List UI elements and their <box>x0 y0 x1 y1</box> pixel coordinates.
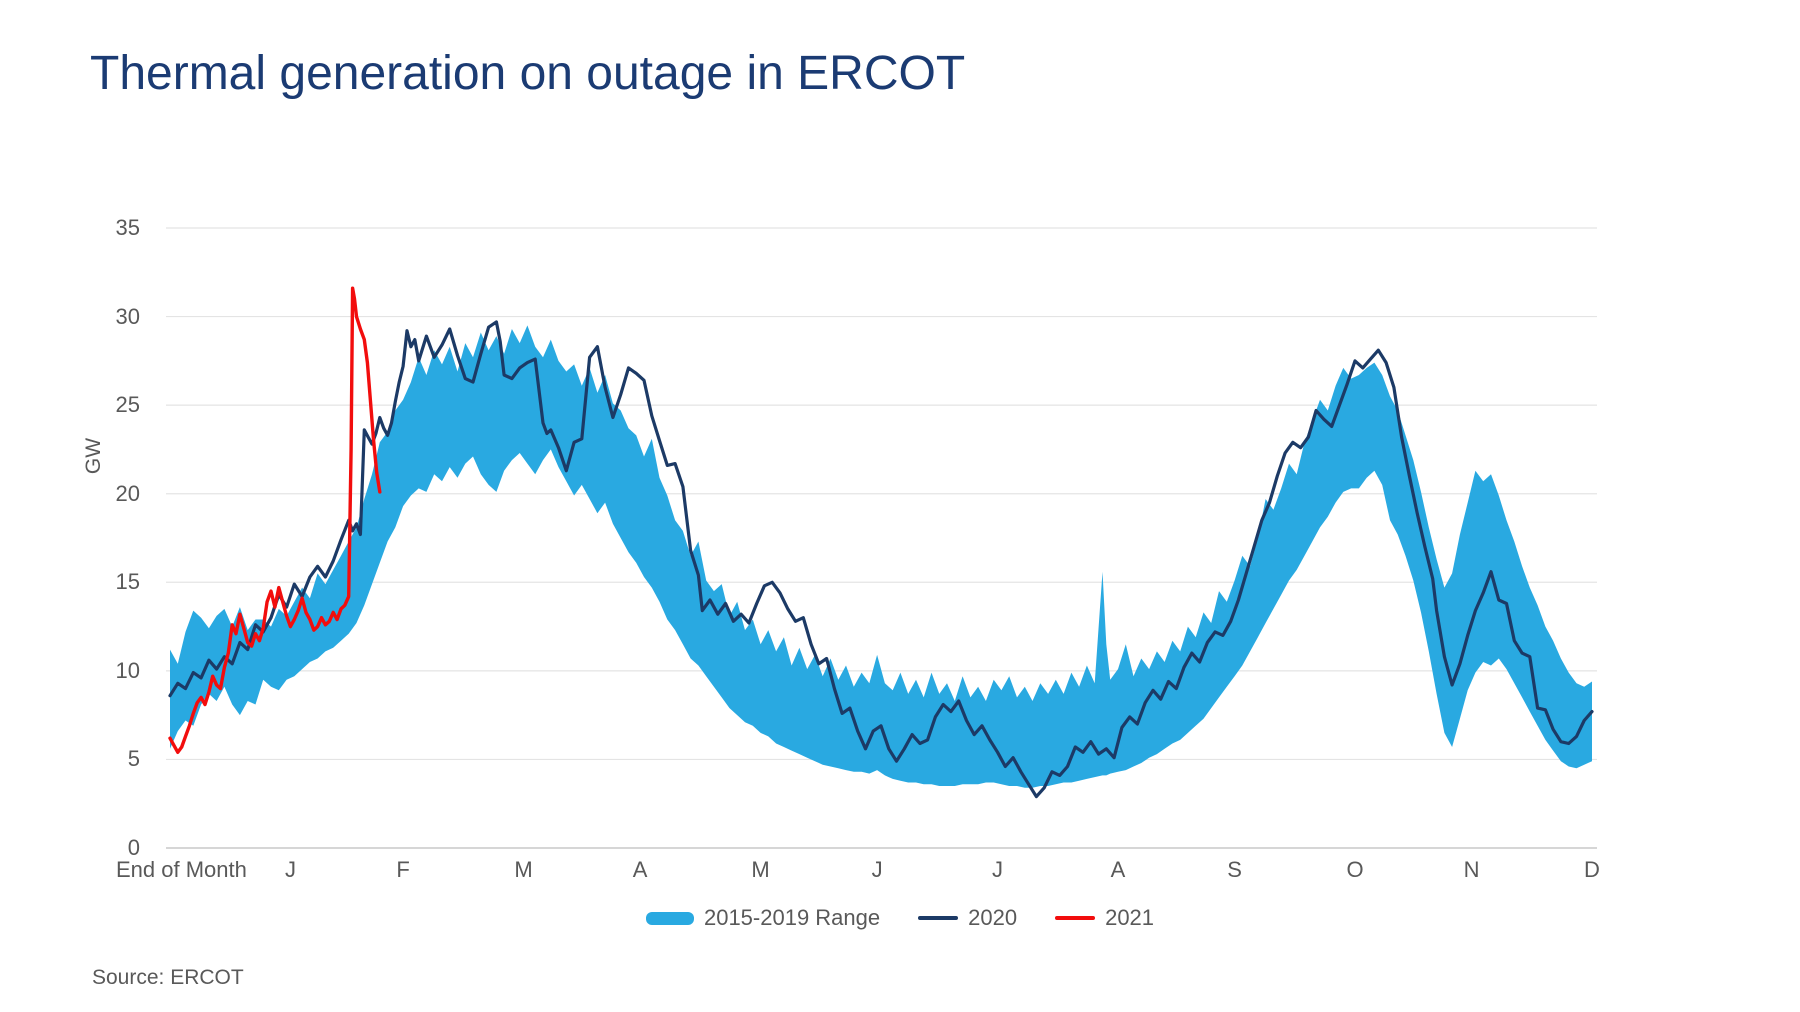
y-axis-tick-label: 0 <box>127 835 140 860</box>
chart-legend: 2015-2019 Range 2020 2021 <box>0 905 1800 931</box>
legend-item-2021: 2021 <box>1055 905 1154 931</box>
y-axis-tick-label: 5 <box>127 746 140 772</box>
y-axis-unit-label: GW <box>82 437 105 475</box>
x-axis-tick-label: M <box>751 857 770 882</box>
line-2020 <box>168 320 1594 799</box>
y-axis-tick-label: 35 <box>115 215 140 240</box>
x-axis-tick-label: A <box>1110 857 1126 882</box>
legend-swatch-2021 <box>1055 916 1096 920</box>
legend-item-2020: 2020 <box>918 905 1017 931</box>
y-axis-tick-label: 15 <box>115 569 140 595</box>
x-axis-tick-label: N <box>1463 857 1480 882</box>
legend-swatch-range <box>645 911 694 925</box>
y-axis-tick-label: 10 <box>115 657 140 683</box>
x-axis-tick-label: J <box>992 857 1004 882</box>
legend-label: 2020 <box>968 905 1018 930</box>
y-axis-tick-label: 25 <box>115 392 140 418</box>
x-axis-tick-label: J <box>284 857 296 882</box>
x-axis-tick-label: D <box>1584 857 1600 882</box>
x-axis-tick-label: S <box>1227 857 1242 882</box>
x-axis-tick-label: J <box>871 857 883 882</box>
line-2021 <box>168 286 382 754</box>
legend-item-2015-2019-range: 2015-2019 Range <box>645 905 881 931</box>
band-2015-2019-range <box>170 325 1592 788</box>
source-note: Source: ERCOT <box>92 966 244 989</box>
x-axis-tick-label: M <box>514 857 533 882</box>
legend-swatch-2020 <box>918 916 959 920</box>
legend-label: 2015-2019 Range <box>703 905 881 930</box>
x-axis-tick-label: O <box>1346 857 1364 882</box>
x-axis-tick-label: F <box>396 857 410 882</box>
legend-label: 2021 <box>1105 905 1155 930</box>
x-axis-tick-label: A <box>632 857 648 882</box>
chart-series <box>168 286 1594 799</box>
y-axis-tick-label: 20 <box>115 480 140 506</box>
x-axis-caption: End of Month <box>116 857 247 882</box>
y-axis-tick-label: 30 <box>115 303 140 329</box>
page-title: Thermal generation on outage in ERCOT <box>90 47 966 100</box>
